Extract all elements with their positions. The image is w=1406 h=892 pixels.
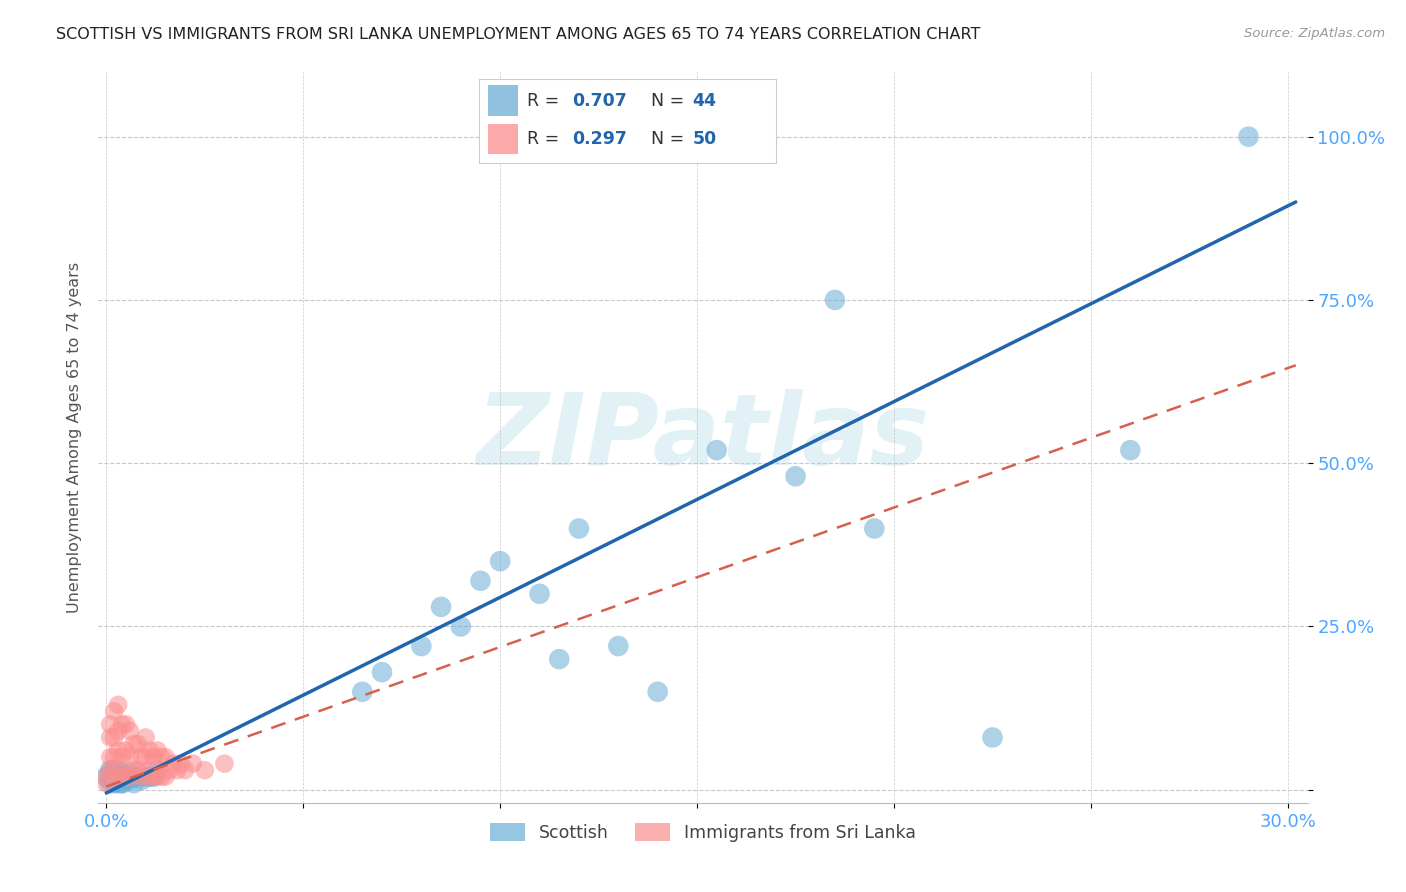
Point	[103, 776, 125, 790]
Point	[142, 770, 165, 784]
Point	[135, 770, 157, 784]
Point	[98, 763, 121, 777]
Point	[115, 770, 138, 784]
Point	[529, 587, 551, 601]
Point	[352, 685, 374, 699]
Point	[115, 717, 138, 731]
Point	[174, 763, 197, 777]
Point	[103, 750, 125, 764]
Point	[138, 770, 160, 784]
Point	[135, 770, 157, 784]
Point	[98, 717, 121, 731]
Point	[122, 763, 145, 777]
Point	[98, 770, 121, 784]
Point	[824, 293, 846, 307]
Point	[115, 743, 138, 757]
Point	[111, 776, 134, 790]
Point	[371, 665, 394, 680]
Point	[146, 770, 169, 784]
Point	[111, 750, 134, 764]
Point	[127, 737, 149, 751]
Point	[127, 763, 149, 777]
Text: SCOTTISH VS IMMIGRANTS FROM SRI LANKA UNEMPLOYMENT AMONG AGES 65 TO 74 YEARS COR: SCOTTISH VS IMMIGRANTS FROM SRI LANKA UN…	[56, 27, 980, 42]
Point	[1119, 443, 1142, 458]
Point	[131, 770, 153, 784]
Point	[150, 750, 173, 764]
Point	[118, 723, 141, 738]
Point	[122, 770, 145, 784]
Point	[162, 756, 184, 771]
Point	[135, 750, 157, 764]
Point	[111, 776, 134, 790]
Legend: Scottish, Immigrants from Sri Lanka: Scottish, Immigrants from Sri Lanka	[484, 816, 922, 849]
Point	[111, 770, 134, 784]
Point	[430, 599, 453, 614]
Point	[111, 770, 134, 784]
Point	[103, 705, 125, 719]
Point	[98, 763, 121, 777]
Point	[107, 698, 129, 712]
Point	[96, 776, 118, 790]
Point	[157, 763, 180, 777]
Point	[103, 770, 125, 784]
Point	[863, 521, 886, 535]
Point	[155, 750, 177, 764]
Point	[568, 521, 591, 535]
Point	[138, 763, 160, 777]
Point	[96, 770, 118, 784]
Point	[981, 731, 1004, 745]
Point	[146, 763, 169, 777]
Point	[647, 685, 669, 699]
Point	[107, 776, 129, 790]
Point	[122, 776, 145, 790]
Point	[118, 766, 141, 780]
Point	[131, 772, 153, 787]
Point	[142, 750, 165, 764]
Point	[107, 770, 129, 784]
Point	[107, 743, 129, 757]
Text: ZIPatlas: ZIPatlas	[477, 389, 929, 485]
Point	[98, 731, 121, 745]
Point	[785, 469, 807, 483]
Text: Source: ZipAtlas.com: Source: ZipAtlas.com	[1244, 27, 1385, 40]
Point	[135, 731, 157, 745]
Point	[118, 750, 141, 764]
Point	[118, 772, 141, 787]
Point	[411, 639, 433, 653]
Point	[115, 770, 138, 784]
Point	[142, 770, 165, 784]
Point	[103, 770, 125, 784]
Point	[214, 756, 236, 771]
Point	[111, 717, 134, 731]
Point	[103, 731, 125, 745]
Point	[170, 756, 193, 771]
Point	[138, 743, 160, 757]
Point	[96, 770, 118, 784]
Point	[98, 750, 121, 764]
Point	[150, 770, 173, 784]
Point	[1237, 129, 1260, 144]
Point	[607, 639, 630, 653]
Point	[181, 756, 204, 771]
Point	[470, 574, 492, 588]
Point	[155, 770, 177, 784]
Point	[489, 554, 512, 568]
Point	[115, 772, 138, 787]
Point	[131, 750, 153, 764]
Point	[107, 723, 129, 738]
Point	[146, 743, 169, 757]
Point	[107, 763, 129, 777]
Point	[107, 763, 129, 777]
Y-axis label: Unemployment Among Ages 65 to 74 years: Unemployment Among Ages 65 to 74 years	[66, 261, 82, 613]
Point	[450, 619, 472, 633]
Point	[194, 763, 217, 777]
Point	[118, 770, 141, 784]
Point	[103, 763, 125, 777]
Point	[122, 737, 145, 751]
Point	[166, 763, 188, 777]
Point	[98, 776, 121, 790]
Point	[127, 770, 149, 784]
Point	[548, 652, 571, 666]
Point	[706, 443, 728, 458]
